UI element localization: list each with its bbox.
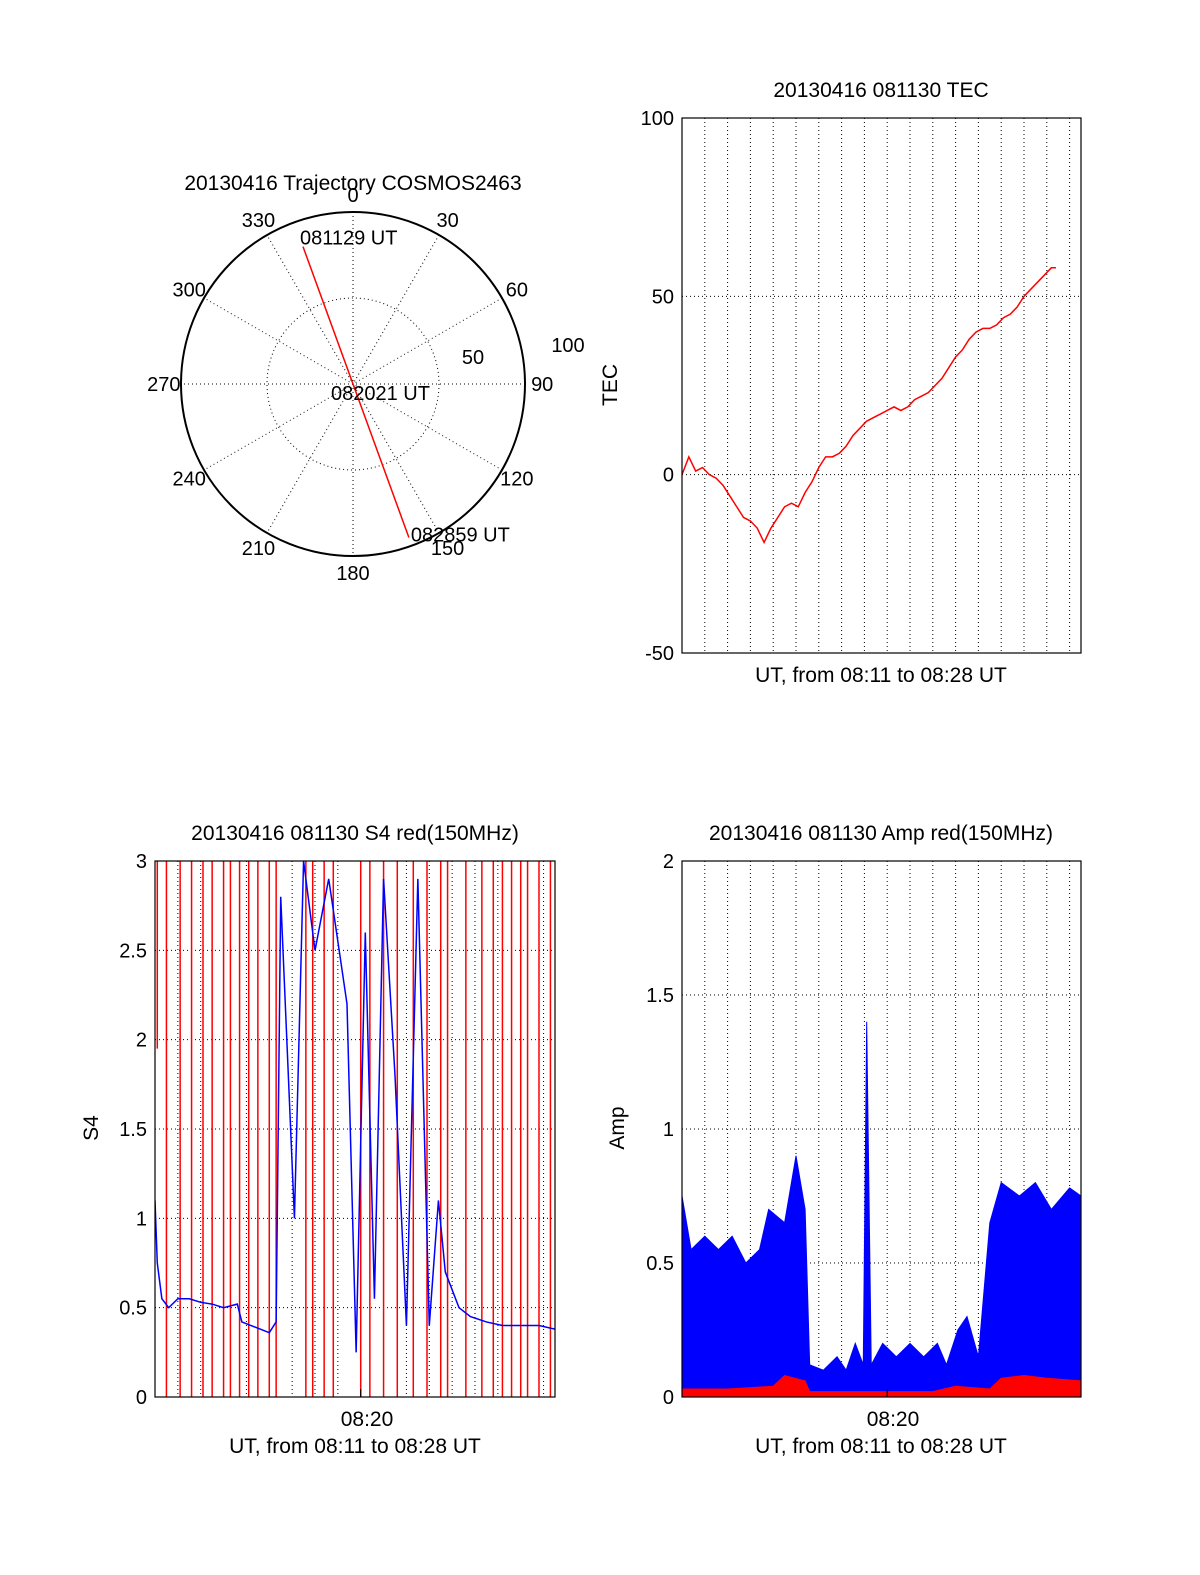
s4-plot: 0 0.5 1 1.5 2 2.5 3 (119, 851, 556, 1409)
blue-envelope (682, 1021, 1081, 1397)
polar-angle-label: 180 (336, 563, 369, 585)
s4-ylabel: S4 (80, 1115, 103, 1141)
polar-labels: 0 30 60 90 120 150 180 210 240 270 300 330 50 100 (147, 185, 585, 585)
polar-panel: 20130416 Trajectory COSMOS2463 0 30 60 90 12… (147, 172, 585, 585)
plot-frame (681, 860, 1082, 1398)
tec-ylabel: TEC (599, 364, 622, 406)
polar-track-line (302, 246, 410, 538)
polar-radial-label: 100 (551, 335, 584, 357)
ytick-label: 1.5 (119, 1119, 147, 1141)
polar-angle-label: 300 (172, 279, 205, 301)
polar-angle-label: 90 (531, 374, 553, 396)
ytick-label: 0.5 (119, 1298, 147, 1320)
ytick-label: 2 (663, 851, 674, 873)
ytick-label: 1 (663, 1119, 674, 1141)
polar-time-start: 081129 UT (300, 228, 397, 250)
polar-angle-label: 0 (347, 185, 358, 207)
ytick-label: 3 (136, 851, 147, 873)
polar-angle-label: 30 (436, 210, 458, 232)
amp-plot: 0 0.5 1 1.5 2 (646, 851, 1082, 1409)
amp-panel: 20130416 081130 Amp red(150MHz) 0 0.5 1 1.5… (606, 822, 1082, 1458)
amp-xlabel: UT, from 08:11 to 08:28 UT (755, 1435, 1007, 1458)
polar-radial-label: 50 (462, 347, 484, 369)
ytick-label: 2 (136, 1030, 147, 1052)
s4-xlabel: UT, from 08:11 to 08:28 UT (229, 1435, 481, 1458)
ytick-label: 0 (136, 1387, 147, 1409)
polar-angle-label: 270 (147, 374, 180, 396)
polar-inner-ring (266, 297, 440, 471)
polar-track: 081129 UT 082021 UT 082859 UT (300, 228, 510, 547)
ytick-label: 0.5 (646, 1253, 674, 1275)
amp-title: 20130416 081130 Amp red(150MHz) (709, 822, 1053, 845)
ytick-label: 50 (652, 286, 674, 308)
polar-angle-label: 120 (500, 469, 533, 491)
blue-series-line (155, 861, 555, 1353)
polar-angle-label: 210 (242, 538, 275, 560)
polar-time-mid: 082021 UT (331, 383, 430, 405)
amp-xtick-label: 08:20 (867, 1408, 920, 1431)
plot-frame (681, 117, 1082, 654)
ytick-label: 2.5 (119, 940, 147, 962)
plot-frame (154, 860, 556, 1398)
polar-time-end: 082859 UT (411, 525, 510, 547)
s4-xtick-label: 08:20 (341, 1408, 394, 1431)
ytick-label: 0 (663, 465, 674, 487)
s4-panel: 20130416 081130 S4 red(150MHz) 0 0.5 1 1.5 2… (80, 822, 556, 1458)
ytick-label: -50 (645, 643, 674, 665)
red-envelope (682, 1375, 1081, 1397)
data-layer (682, 267, 1056, 545)
ytick-label: 1 (136, 1208, 147, 1230)
polar-title: 20130416 Trajectory COSMOS2463 (184, 172, 521, 195)
tec-xlabel: UT, from 08:11 to 08:28 UT (755, 664, 1007, 687)
ytick-label: 1.5 (646, 985, 674, 1007)
tec-title: 20130416 081130 TEC (773, 79, 988, 102)
amp-ylabel: Amp (606, 1106, 629, 1149)
data-layer (155, 861, 555, 1397)
data-layer (682, 1021, 1081, 1397)
polar-angle-label: 150 (431, 538, 464, 560)
ytick-label: 100 (641, 108, 674, 130)
ytick-label: 0 (663, 1387, 674, 1409)
s4-title: 20130416 081130 S4 red(150MHz) (191, 822, 519, 845)
red-series-line (682, 267, 1056, 545)
polar-angle-label: 240 (172, 469, 205, 491)
polar-angle-label: 330 (242, 210, 275, 232)
tec-panel: 20130416 081130 TEC -50 0 50 100 TEC UT, fr… (599, 79, 1082, 687)
tec-plot: -50 0 50 100 (641, 108, 1082, 665)
polar-angle-label: 60 (506, 279, 528, 301)
